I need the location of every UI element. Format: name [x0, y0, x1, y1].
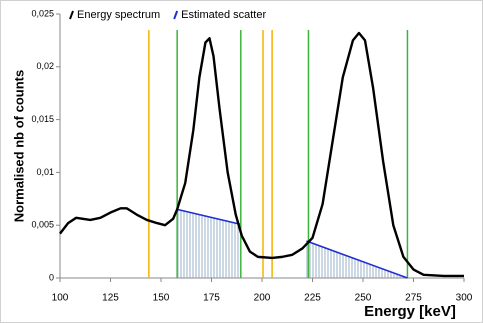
x-tick-label: 150 [153, 293, 170, 304]
y-tick-label: 0,02 [36, 61, 54, 71]
x-tick-label: 275 [405, 293, 422, 304]
y-tick-label: 0,005 [31, 220, 54, 230]
x-tick-label: 125 [102, 293, 119, 304]
series-line [59, 31, 464, 278]
legend-label: Energy spectrum [77, 9, 160, 21]
y-tick-label: 0 [49, 272, 54, 282]
y-tick-label: 0,025 [31, 8, 54, 18]
x-tick-label: 225 [304, 293, 321, 304]
x-tick-label: 175 [203, 293, 220, 304]
x-tick-label: 250 [355, 293, 372, 304]
legend-marker [173, 10, 179, 20]
x-tick-label: 100 [52, 293, 69, 304]
y-axis-title: Normalised nb of counts [11, 70, 26, 222]
legend-item: Energy spectrum [69, 9, 160, 21]
x-axis-title: Energy [keV] [364, 303, 456, 320]
legend-label: Estimated scatter [181, 9, 266, 21]
legend-marker [69, 10, 74, 20]
y-tick-label: 0,01 [36, 167, 54, 177]
legend-item: Estimated scatter [173, 9, 266, 21]
x-tick-label: 200 [254, 293, 271, 304]
y-tick-label: 0,015 [31, 114, 54, 124]
x-tick-label: 300 [456, 293, 473, 304]
series-line [176, 208, 408, 279]
scatter-area [177, 209, 408, 278]
